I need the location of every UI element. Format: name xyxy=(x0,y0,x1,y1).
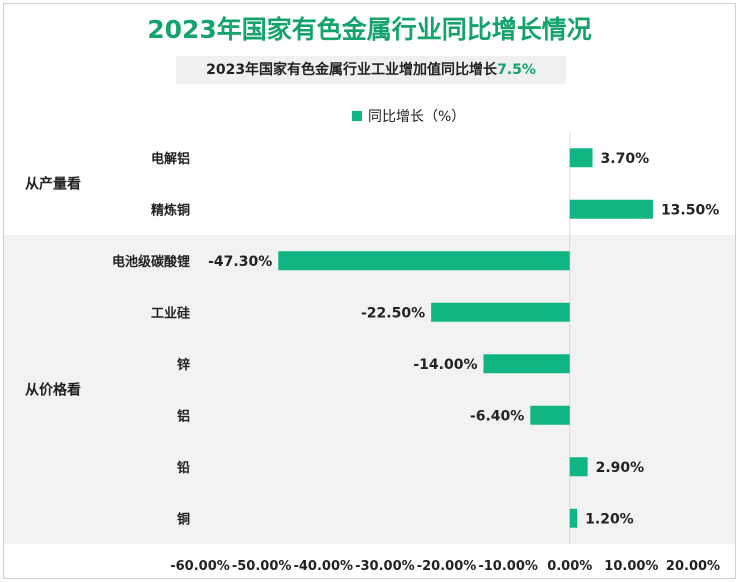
category-label: 铝 xyxy=(177,408,190,424)
subtitle-text: 2023年国家有色金属行业工业增加值同比增长 xyxy=(206,62,498,78)
data-label: 3.70% xyxy=(601,151,650,167)
data-label: 2.90% xyxy=(596,460,645,476)
x-tick-label: 20.00% xyxy=(666,559,720,574)
bar xyxy=(483,354,570,374)
x-tick-label: -20.00% xyxy=(417,559,477,574)
bar xyxy=(569,508,578,528)
x-tick-label: 0.00% xyxy=(547,559,592,574)
x-tick-label: -30.00% xyxy=(355,559,415,574)
data-label: -22.50% xyxy=(361,305,425,321)
x-tick-label: 10.00% xyxy=(604,559,658,574)
category-label: 工业硅 xyxy=(151,305,190,321)
legend-swatch xyxy=(352,111,362,121)
x-tick-label: -50.00% xyxy=(232,559,292,574)
group-label: 从产量看 xyxy=(25,176,81,193)
category-label: 铅 xyxy=(177,460,190,476)
data-label: -14.00% xyxy=(413,357,477,373)
chart-subtitle: 2023年国家有色金属行业工业增加值同比增长7.5% xyxy=(176,56,566,84)
bar xyxy=(569,199,653,219)
data-label: -47.30% xyxy=(208,254,272,270)
x-tick-label: -60.00% xyxy=(170,559,230,574)
data-label: -6.40% xyxy=(470,408,524,424)
group-label: 从价格看 xyxy=(25,382,81,399)
bar xyxy=(431,302,570,322)
chart-title: 2023年国家有色金属行业同比增长情况 xyxy=(147,15,592,44)
x-tick-label: -10.00% xyxy=(478,559,538,574)
subtitle-value: 7.5% xyxy=(497,62,536,78)
bar xyxy=(569,457,588,477)
legend-label: 同比增长（%） xyxy=(368,109,466,125)
data-label: 1.20% xyxy=(585,511,634,527)
group-band-1 xyxy=(4,235,735,544)
category-label: 电解铝 xyxy=(151,151,190,167)
category-label: 铜 xyxy=(176,511,190,527)
data-label: 13.50% xyxy=(661,202,719,218)
category-label: 精炼铜 xyxy=(151,202,190,218)
category-label: 电池级碳酸锂 xyxy=(112,254,190,270)
category-label: 锌 xyxy=(177,357,190,373)
bar xyxy=(278,251,570,271)
chart-legend: 同比增长（%） xyxy=(352,106,465,126)
x-tick-label: -40.00% xyxy=(293,559,353,574)
bar xyxy=(569,148,593,168)
bar xyxy=(530,405,570,425)
